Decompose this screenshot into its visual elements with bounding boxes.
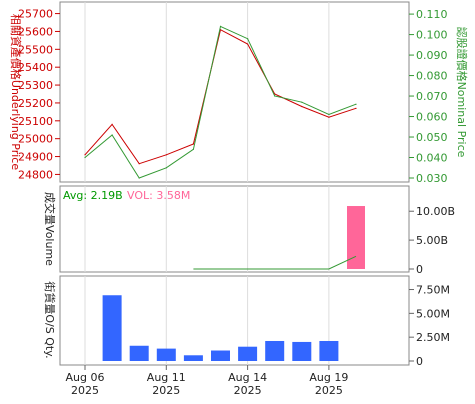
price-point-1-9 [328, 113, 330, 116]
outstanding-tick-label-0: 7.50M [416, 284, 450, 297]
price-point-1-8 [301, 101, 303, 103]
outstanding-bar-5 [238, 346, 258, 361]
outstanding-tick-label-1: 5.00M [416, 307, 450, 320]
volume-tick-label-2: 0 [416, 263, 423, 276]
price-point-0-10 [355, 107, 357, 109]
left-tick-label-9: 24800 [18, 168, 53, 181]
price-point-0-2 [138, 163, 140, 165]
price-point-0-4 [192, 143, 194, 145]
x-tick-date-1: Aug 11 [147, 371, 186, 384]
price-point-0-0 [84, 154, 86, 156]
x-tick-year-3: 2025 [315, 384, 343, 397]
right-tick-label-1: 0.100 [416, 29, 448, 42]
right-tick-label-7: 0.040 [416, 152, 448, 165]
left-tick-label-6: 25100 [18, 115, 53, 128]
price-panel-frame [59, 1, 410, 183]
left-tick-label-7: 25000 [18, 133, 53, 146]
left-tick-label-3: 25400 [18, 61, 53, 74]
outstanding-bar-6 [265, 340, 285, 361]
outstanding-bar-8 [319, 340, 339, 361]
price-point-1-1 [111, 134, 113, 136]
volume-legend-vol: VOL: 3.58M [127, 189, 190, 202]
bars-layer [102, 206, 365, 361]
price-point-1-2 [138, 177, 140, 179]
x-tick-year-0: 2025 [71, 384, 99, 397]
outstanding-bar-0 [102, 295, 122, 361]
x-tick-date-2: Aug 14 [228, 371, 267, 384]
price-point-1-7 [274, 95, 276, 97]
outstanding-tick-label-2: 2.50M [416, 331, 450, 344]
price-point-1-5 [219, 25, 222, 27]
price-left-axis-label: 相關資產價格Underlying Price [9, 14, 23, 170]
price-right-axis-label: 認股證價格Nominal Price [455, 27, 469, 158]
right-tick-label-3: 0.080 [416, 70, 448, 83]
price-point-1-6 [247, 38, 249, 40]
price-point-0-3 [165, 154, 167, 156]
price-point-0-8 [301, 105, 303, 108]
outstanding-bar-2 [156, 348, 176, 361]
outstanding-bar-4 [211, 350, 230, 361]
left-tick-label-0: 25700 [18, 8, 53, 21]
right-tick-label-4: 0.070 [416, 90, 448, 103]
left-tick-label-2: 25500 [18, 43, 53, 56]
right-tick-label-8: 0.030 [416, 172, 448, 185]
outstanding-tick-label-3: 0 [416, 355, 423, 368]
left-tick-label-1: 25600 [18, 25, 53, 38]
lines-layer [84, 25, 357, 270]
price-point-1-4 [192, 148, 194, 150]
outstanding-bar-3 [183, 355, 203, 361]
right-tick-label-0: 0.110 [416, 8, 448, 21]
left-tick-label-8: 24900 [18, 151, 53, 164]
price-point-0-6 [247, 43, 249, 45]
price-point-1-0 [84, 156, 86, 159]
grid-lines [84, 2, 330, 370]
volume-tick-label-1: 5.00B [416, 234, 448, 247]
x-tick-date-0: Aug 06 [66, 371, 105, 384]
volume-avg-line [193, 255, 357, 270]
left-tick-label-5: 25200 [18, 97, 53, 110]
x-tick-year-1: 2025 [152, 384, 180, 397]
volume-tick-label-0: 10.00B [416, 205, 455, 218]
price-point-0-1 [111, 123, 113, 125]
price-point-0-9 [328, 116, 330, 118]
right-tick-label-6: 0.050 [416, 131, 448, 144]
outstanding-bar-7 [292, 341, 312, 361]
outstanding-bar-1 [129, 345, 149, 361]
volume-bar-0 [347, 206, 365, 269]
volume-legend-avg: Avg: 2.19B [63, 189, 123, 202]
price-point-1-10 [355, 103, 357, 105]
outstanding-axis-label: 街貨量O/S Qty. [43, 281, 57, 358]
price-point-1-3 [165, 167, 167, 169]
volume-axis-label: 成交量Volume [43, 192, 57, 266]
right-tick-label-2: 0.090 [416, 49, 448, 62]
left-tick-label-4: 25300 [18, 79, 53, 92]
x-tick-date-3: Aug 19 [309, 371, 348, 384]
x-tick-year-2: 2025 [234, 384, 262, 397]
right-tick-label-5: 0.060 [416, 111, 448, 124]
